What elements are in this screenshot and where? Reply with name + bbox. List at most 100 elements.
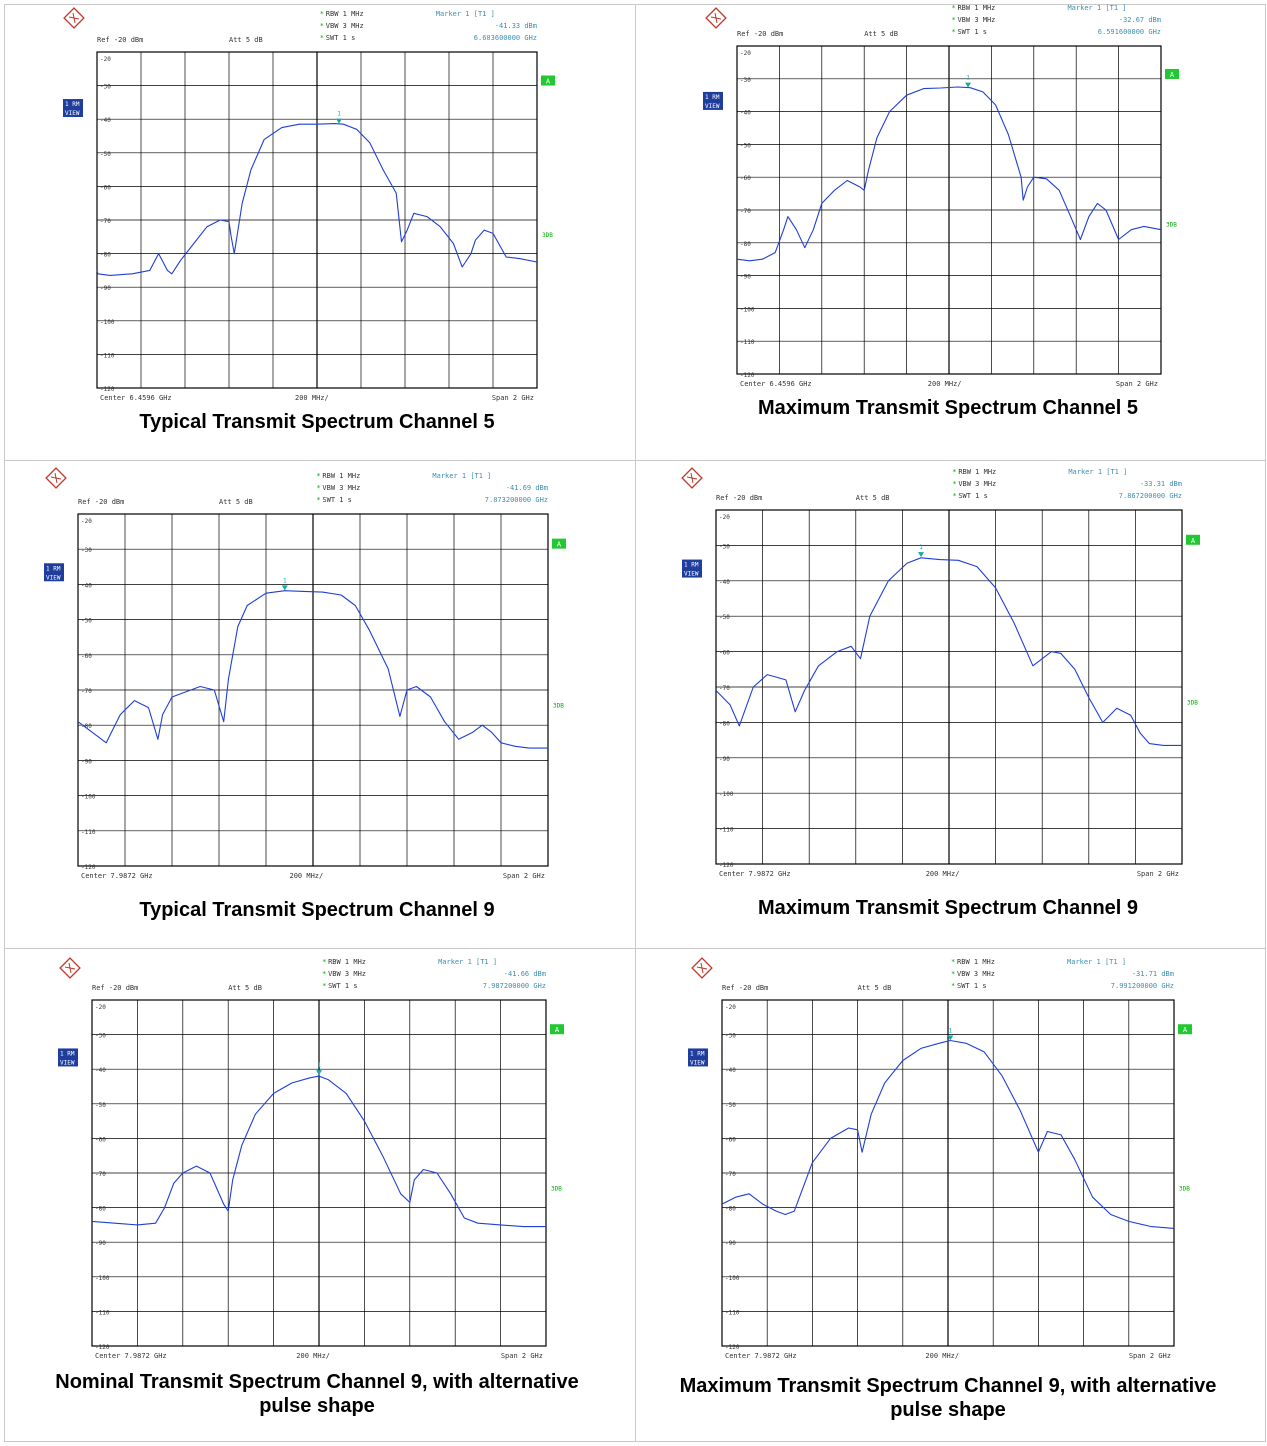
swt-label: SWT 1 s [957, 28, 987, 36]
rs-logo-mark [696, 962, 708, 974]
y-tick-label: -20 [100, 56, 111, 63]
trace-mode-badge [44, 563, 64, 582]
setting-star-icon: * [951, 982, 955, 990]
y-tick-label: -90 [95, 1240, 106, 1247]
marker-triangle-icon [965, 82, 972, 88]
ref-level-label: Ref -20 dBm [737, 30, 783, 38]
setting-star-icon: * [951, 958, 955, 966]
spectrum-trace [721, 1039, 1175, 1229]
span-label: Span 2 GHz [492, 394, 534, 402]
vbw-label: VBW 3 MHz [957, 16, 995, 24]
y-tick-label: -120 [95, 1344, 110, 1351]
marker-level: -41.66 dBm [504, 970, 546, 978]
setting-star-icon: * [952, 492, 956, 500]
db-label: 3DB [551, 1185, 562, 1192]
trace-a-badge [541, 75, 555, 86]
y-tick-label: -20 [81, 518, 92, 525]
y-tick-label: -70 [719, 685, 730, 692]
center-frequency-label: Center 7.9872 GHz [95, 1352, 167, 1360]
y-tick-label: -70 [740, 208, 751, 215]
trace-mode-label: 1 RM [46, 565, 61, 572]
swt-label: SWT 1 s [957, 982, 987, 990]
ref-level-label: Ref -20 dBm [92, 984, 138, 992]
swt-label: SWT 1 s [958, 492, 988, 500]
marker-level: -33.31 dBm [1140, 480, 1182, 488]
spectrum-panel: RBW 1 MHz VBW 3 MHz SWT 1 s * * * Ref -20 dBm A… [44, 466, 592, 890]
y-tick-label: -80 [719, 720, 730, 727]
spectrum-trace [77, 590, 548, 749]
y-tick-label: -80 [740, 241, 751, 248]
center-frequency-label: Center 7.9872 GHz [725, 1352, 797, 1360]
setting-star-icon: * [951, 16, 955, 24]
ref-level-label: Ref -20 dBm [97, 36, 143, 44]
y-tick-label: -20 [740, 50, 751, 57]
vbw-label: VBW 3 MHz [958, 480, 996, 488]
y-tick-label: -100 [725, 1275, 740, 1282]
setting-star-icon: * [320, 22, 324, 30]
per-division-label: 200 MHz/ [296, 1352, 330, 1360]
span-label: Span 2 GHz [1137, 870, 1179, 878]
trace-view-label: VIEW [46, 574, 61, 581]
y-tick-label: -110 [725, 1309, 740, 1316]
marker-label: Marker 1 [T1 ] [1067, 4, 1126, 12]
trace-mode-label: 1 RM [705, 94, 720, 101]
trace-a-badge [1165, 68, 1179, 79]
rbw-label: RBW 1 MHz [958, 468, 996, 476]
y-tick-label: -60 [725, 1136, 736, 1143]
chart-caption: Typical Transmit Spectrum Channel 5 [139, 411, 495, 433]
trace-view-label: VIEW [65, 110, 80, 117]
marker-frequency: 7.873200000 GHz [485, 496, 548, 504]
setting-star-icon: * [951, 28, 955, 36]
y-tick-label: -50 [725, 1102, 736, 1109]
y-tick-label: -80 [100, 252, 111, 259]
trace-mode-badge [63, 99, 83, 118]
span-label: Span 2 GHz [501, 1352, 543, 1360]
trace-a-badge [1186, 534, 1200, 545]
chart-caption: Maximum Transmit Spectrum Channel 9 [757, 897, 1139, 919]
trace-a-badge [1178, 1024, 1192, 1035]
rs-logo-mark [64, 962, 76, 974]
ref-level-label: Ref -20 dBm [78, 498, 124, 506]
y-tick-label: -50 [95, 1102, 106, 1109]
per-division-label: 200 MHz/ [290, 872, 324, 880]
y-tick-label: -110 [95, 1309, 110, 1316]
chart-caption: Maximum Transmit Spectrum Channel 5 [757, 397, 1139, 419]
spectrum-trace [91, 1075, 546, 1228]
y-tick-label: -60 [740, 175, 751, 182]
y-tick-label: -20 [95, 1004, 106, 1011]
y-tick-label: -30 [95, 1033, 106, 1040]
marker-frequency: 7.991200000 GHz [1111, 982, 1174, 990]
y-tick-label: -120 [719, 862, 734, 869]
setting-star-icon: * [316, 472, 320, 480]
spectrum-panel: RBW 1 MHz VBW 3 MHz SWT 1 s * * * Ref -20 dBm A… [688, 956, 1192, 1364]
per-division-label: 200 MHz/ [926, 870, 960, 878]
y-tick-label: -110 [81, 829, 96, 836]
per-division-label: 200 MHz/ [925, 1352, 959, 1360]
chart-caption: Maximum Transmit Spectrum Channel 9, wit… [679, 1375, 1217, 1421]
marker-number: 1 [919, 544, 923, 551]
y-tick-label: -100 [100, 319, 115, 326]
rs-logo-mark [686, 472, 698, 484]
y-tick-label: -30 [719, 543, 730, 550]
y-tick-label: -70 [95, 1171, 106, 1178]
marker-label: Marker 1 [T1 ] [436, 10, 495, 18]
rs-logo-mark [50, 472, 62, 484]
swt-label: SWT 1 s [328, 982, 358, 990]
db-label: 3DB [1187, 700, 1198, 707]
trace-mode-label: 1 RM [684, 562, 699, 569]
rs-logo-mark [710, 12, 722, 24]
spectrum-trace [715, 557, 1182, 746]
setting-star-icon: * [952, 468, 956, 476]
spectrum-trace [96, 123, 538, 276]
marker-frequency: 6.591600000 GHz [1098, 28, 1161, 36]
center-frequency-label: Center 6.4596 GHz [100, 394, 172, 402]
attenuation-label: Att 5 dB [219, 498, 253, 506]
y-tick-label: -110 [719, 827, 734, 834]
chart-caption: Nominal Transmit Spectrum Channel 9, wit… [55, 1371, 579, 1417]
y-tick-label: -30 [740, 77, 751, 84]
marker-label: Marker 1 [T1 ] [1068, 468, 1127, 476]
marker-label: Marker 1 [T1 ] [432, 472, 491, 480]
span-label: Span 2 GHz [1116, 380, 1158, 388]
